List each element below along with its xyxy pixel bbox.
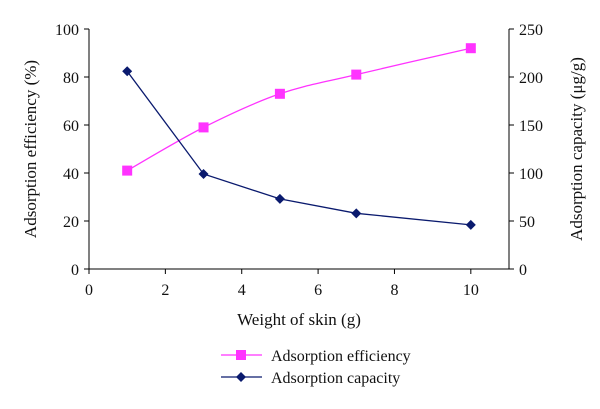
- efficiency-point: [465, 43, 476, 54]
- series-layer: [122, 43, 476, 230]
- series-line-capacity: [126, 70, 471, 226]
- capacity-point: [465, 219, 476, 230]
- right-y-axis-title: Adsorption capacity (μg/g): [567, 57, 586, 241]
- capacity-point: [351, 208, 362, 219]
- x-tick-label: 2: [161, 282, 169, 299]
- x-tick-label: 8: [390, 282, 398, 299]
- efficiency-point: [122, 165, 133, 176]
- x-tick-label: 4: [238, 282, 246, 299]
- x-axis-title: Weight of skin (g): [237, 310, 361, 329]
- axes: [88, 29, 510, 270]
- x-tick-label: 0: [85, 282, 93, 299]
- right-y-tick-label: 250: [519, 22, 543, 39]
- capacity-point: [274, 193, 285, 204]
- capacity-point: [122, 66, 133, 77]
- legend: Adsorption efficiency Adsorption capacit…: [221, 348, 411, 387]
- legend-marker-diamond: [236, 372, 246, 382]
- left-y-tick-label: 100: [55, 22, 79, 39]
- right-y-tick-label: 200: [519, 70, 543, 87]
- capacity-point: [198, 168, 209, 179]
- right-y-tick-label: 0: [519, 262, 527, 279]
- left-y-tick-label: 60: [63, 118, 79, 135]
- left-y-tick-label: 40: [63, 166, 79, 183]
- series-line-efficiency: [126, 47, 471, 172]
- legend-item-efficiency: Adsorption efficiency: [221, 348, 411, 365]
- left-y-axis-title: Adsorption efficiency (%): [21, 60, 40, 238]
- efficiency-point: [274, 88, 285, 99]
- right-y-tick-label: 150: [519, 118, 543, 135]
- legend-item-capacity: Adsorption capacity: [221, 370, 400, 387]
- efficiency-point: [351, 69, 362, 80]
- left-y-tick-label: 0: [71, 262, 79, 279]
- legend-label-capacity: Adsorption capacity: [271, 370, 400, 387]
- legend-marker-square: [236, 350, 246, 360]
- x-tick-label: 10: [463, 282, 479, 299]
- x-tick-label: 6: [314, 282, 322, 299]
- left-y-tick-label: 80: [63, 70, 79, 87]
- legend-label-efficiency: Adsorption efficiency: [271, 348, 411, 365]
- right-y-tick-label: 100: [519, 166, 543, 183]
- efficiency-point: [198, 122, 209, 133]
- right-y-tick-label: 50: [519, 214, 535, 231]
- left-y-tick-label: 20: [63, 214, 79, 231]
